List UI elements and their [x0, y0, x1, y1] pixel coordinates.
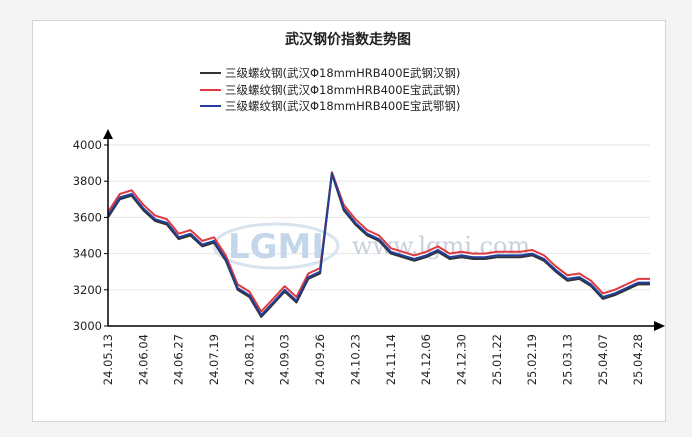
x-tick-label: 24.12.30	[454, 334, 468, 385]
y-tick-label: 3000	[73, 319, 102, 333]
watermark-logo-ring	[212, 222, 340, 270]
watermark: LGMI www.lgmi.com	[212, 222, 530, 270]
y-tick-label: 3400	[73, 247, 102, 261]
x-tick-labels: 24.05.13 24.06.04 24.06.27 24.07.19 24.08.12…	[101, 334, 645, 385]
x-tick-label: 24.10.23	[348, 334, 362, 385]
x-tick-label: 24.09.26	[313, 334, 327, 385]
x-tick-label: 25.02.19	[525, 334, 539, 385]
watermark-logo: LGMI	[228, 227, 324, 267]
legend-label-1: 三级螺纹钢(武汉Φ18mmHRB400E宝武武钢)	[225, 83, 460, 97]
legend-label-2: 三级螺纹钢(武汉Φ18mmHRB400E宝武鄂钢)	[225, 99, 460, 113]
legend: 三级螺纹钢(武汉Φ18mmHRB400E武钢汉钢) 三级螺纹钢(武汉Φ18mmH…	[200, 66, 460, 113]
x-tick-label: 25.03.13	[561, 334, 575, 385]
x-tick-label: 24.12.06	[419, 334, 433, 385]
chart-title: 武汉钢价指数走势图	[285, 31, 411, 48]
y-tick-label: 3600	[73, 210, 102, 224]
x-axis-arrow	[654, 321, 665, 331]
x-tick-label: 24.05.13	[101, 334, 115, 385]
y-tick-labels: 3000 3200 3400 3600 3800 4000	[73, 138, 108, 333]
x-tick-label: 25.01.22	[490, 334, 504, 385]
chart-panel	[32, 20, 666, 422]
y-tick-label: 3200	[73, 283, 102, 297]
axes	[103, 129, 665, 331]
gridlines	[108, 144, 650, 291]
series-line-2	[107, 172, 650, 317]
y-tick-label: 3800	[73, 174, 102, 188]
series-line-1	[107, 171, 650, 313]
x-tick-label: 25.04.28	[631, 334, 645, 385]
x-tick-label: 24.11.14	[384, 334, 398, 385]
x-tick-label: 24.06.27	[172, 334, 186, 385]
x-tick-label: 24.08.12	[242, 334, 256, 385]
y-tick-label: 4000	[73, 138, 102, 152]
series-lines	[107, 171, 650, 318]
x-tick-label: 24.07.19	[207, 334, 221, 385]
x-tick-label: 24.06.04	[136, 334, 150, 385]
x-tick-label: 24.09.03	[278, 334, 292, 385]
y-axis-arrow	[103, 129, 113, 139]
x-tick-label: 25.04.07	[596, 334, 610, 385]
series-line-0	[107, 173, 650, 318]
legend-label-0: 三级螺纹钢(武汉Φ18mmHRB400E武钢汉钢)	[225, 66, 460, 80]
